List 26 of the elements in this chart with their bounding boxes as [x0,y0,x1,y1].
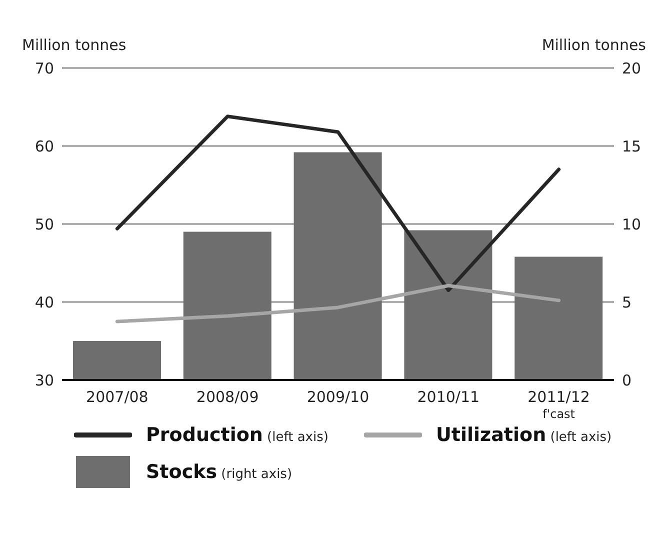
x-tick-label: 2010/11 [417,388,480,406]
bar [183,232,272,380]
x-tick-label: 2008/09 [196,388,259,406]
bar [73,341,161,380]
y-tick-label: 40 [34,293,54,312]
y2-tick-label: 0 [622,371,632,390]
y-tick-label: 60 [34,137,54,156]
y2-tick-label: 5 [622,293,632,312]
legend-label: Utilization (left axis) [436,424,612,446]
bar [404,230,492,380]
x-tick-label: 2007/08 [86,388,148,406]
y2-tick-label: 15 [622,137,642,156]
legend-label: Production (left axis) [146,424,328,446]
y2-tick-label: 10 [622,215,642,234]
legend-label: Stocks (right axis) [146,461,292,483]
line-series [115,114,561,292]
y-tick-label: 30 [34,371,54,390]
y-axis-title: Million tonnes [22,36,126,54]
y2-axis-title: Million tonnes [542,36,646,54]
y2-tick-label: 20 [622,59,642,78]
bar [294,152,382,380]
y-tick-label: 70 [34,59,54,78]
line-series [115,284,561,324]
x-tick-label: 2009/10 [306,388,370,406]
bar [514,256,603,380]
y-tick-label: 50 [34,215,54,234]
